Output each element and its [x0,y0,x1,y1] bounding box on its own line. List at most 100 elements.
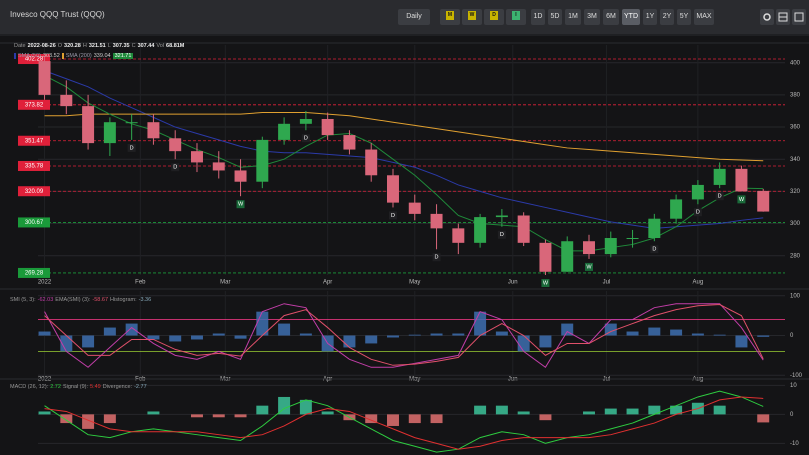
price-legend: SMA (50) 303.52 SMA (200) 339.04 321.71 [14,53,135,59]
histogram-bar [604,408,617,415]
fullscreen-button[interactable] [792,9,806,25]
chart-style-button[interactable]: I [506,9,526,25]
signal-label: D [652,247,656,253]
range-button[interactable]: 1M [565,9,581,25]
histogram-bar [147,335,160,340]
histogram-bar [103,327,116,336]
x-tick-label: Mar [220,377,230,383]
readout-value: 320.28 [64,43,81,49]
histogram-bar [299,399,312,415]
histogram-bar [82,414,95,429]
chart-style-button[interactable]: D [484,9,504,25]
level-label-box [18,135,50,146]
histogram-bar [495,331,508,336]
candle-body [583,241,595,255]
level-label-box [18,160,50,171]
candle-body [103,122,116,144]
signal-box [737,195,746,204]
histogram-bar [82,335,95,348]
histogram-bar [648,405,661,415]
range-button[interactable]: 6M [603,9,619,25]
histogram-bar [583,411,595,415]
legend-value: 2.72 [50,384,61,390]
candle-body [278,123,291,140]
candle-body [539,242,552,272]
signal-label: D [130,145,134,151]
candle-body [60,94,73,107]
histogram-bar [365,335,378,344]
signal-box [497,230,506,239]
settings-button[interactable] [760,9,774,25]
candle-body [691,184,704,200]
histogram-bar [212,414,225,418]
candle-body [626,238,639,240]
readout-label: L [107,43,111,49]
histogram-bar [474,405,487,415]
histogram-bar [125,323,138,336]
histogram-bar [713,334,726,336]
histogram-bar [60,414,73,424]
level-label: 320.09 [25,189,44,195]
grid-button[interactable] [776,9,790,25]
x-tick-label: 2022 [38,280,52,286]
signal-box [693,208,702,217]
histogram-bar [495,405,508,415]
candle-body [430,213,443,229]
candle-body [474,217,487,243]
level-label: 402.28 [25,57,44,63]
signal-label: D [173,165,177,171]
interval-select[interactable]: Daily [398,9,430,25]
readout-value: 307.44 [137,43,155,49]
readout-value: 2022-08-26 [27,43,56,49]
x-tick-label: Aug [693,280,704,286]
y-tick-label: 10 [790,383,797,389]
series-line [44,390,764,453]
legend-value: -62.03 [37,297,54,303]
histogram-bar [365,414,378,424]
histogram-bar [408,334,421,336]
range-button[interactable]: 3M [584,9,600,25]
histogram-bar [713,405,726,415]
chart-style-button[interactable]: M [440,9,460,25]
range-button[interactable]: 1D [531,9,545,25]
legend-value: -2.77 [134,384,147,390]
x-tick-label: Aug [693,377,704,383]
range-button[interactable]: MAX [694,9,714,25]
level-label-box [18,54,50,65]
level-label: 335.78 [25,164,44,170]
x-tick-label: Jul [603,280,611,286]
chart-style-icon: M [446,11,454,20]
grid-icon [778,12,788,22]
chart-style-button[interactable]: W [462,9,482,25]
range-button[interactable]: 1Y [643,9,657,25]
level-label-box [18,99,50,110]
signal-box [127,143,136,152]
histogram-bar [278,396,291,415]
histogram-bar [626,408,639,415]
range-button[interactable]: 2Y [660,9,674,25]
histogram-bar [561,323,574,336]
fullscreen-icon [794,12,804,22]
range-button[interactable]: 5Y [677,9,691,25]
y-tick-label: -10 [790,441,799,447]
level-label-box [18,267,50,278]
candle-body [408,202,421,214]
legend-value: 339.04 [93,53,111,59]
signal-box [301,134,310,143]
y-tick-label: 280 [790,253,801,259]
range-button[interactable]: 5D [548,9,562,25]
x-tick-label: 2022 [38,377,52,383]
histogram-bar [38,411,51,415]
range-button[interactable]: YTD [622,9,640,25]
signal-box [171,163,180,172]
level-label: 351.47 [25,138,44,144]
readout-label: H [82,43,87,49]
candle-body [321,118,334,136]
level-label: 373.82 [25,102,44,108]
legend-name: Histogram: [110,297,137,303]
histogram-bar [517,411,530,415]
candle-body [365,149,378,176]
